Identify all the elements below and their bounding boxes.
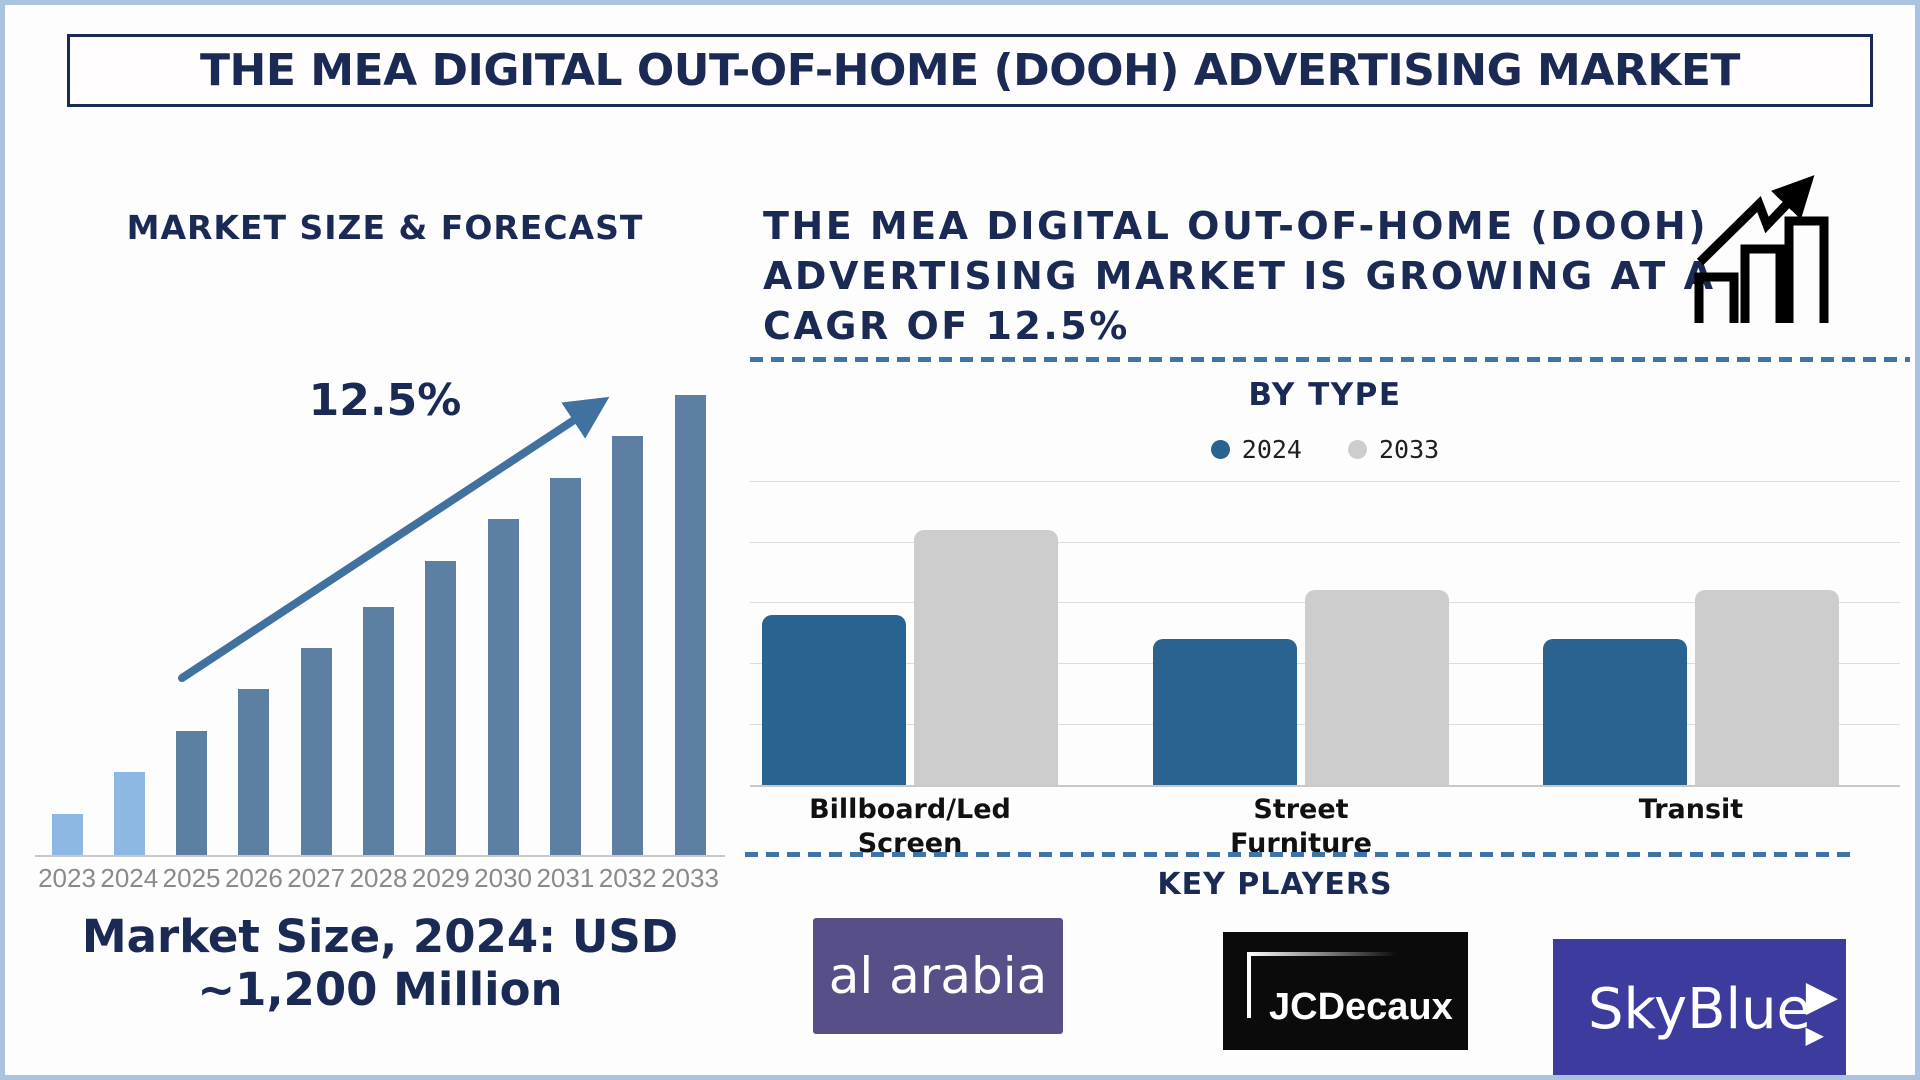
title-banner: THE MEA DIGITAL OUT-OF-HOME (DOOH) ADVER… [67,34,1873,107]
legend-dot-icon [1210,440,1230,459]
by-type-bar-2033-billboard-led-screen [914,529,1058,785]
by-type-legend: 2024 2033 [750,435,1900,464]
market-size-bar-2028 [363,606,394,855]
logo-al-arabia-text: al arabia [828,947,1048,1005]
year-label-2032: 2032 [598,863,657,893]
category-label: Billboard/Led Screen [809,794,1011,859]
year-label-2031: 2031 [536,863,595,893]
jcdecaux-corner-bracket-icon [1247,952,1251,1018]
year-label-2026: 2026 [224,863,283,893]
jcdecaux-corner-bracket-icon [1247,952,1397,956]
legend-item-2033: 2033 [1348,435,1439,464]
headline-text: THE MEA DIGITAL OUT-OF-HOME (DOOH) ADVER… [763,204,1716,348]
category-label: Transit [1638,794,1744,825]
gridline [750,481,1900,482]
year-label-2033: 2033 [661,863,719,893]
left-chart-title: MARKET SIZE & FORECAST [126,208,644,247]
by-type-bar-2033-street-furniture [1305,590,1449,785]
market-size-bar-chart [35,375,725,857]
year-label-2025: 2025 [162,863,221,893]
legend-item-2024: 2024 [1210,435,1302,464]
market-size-bar-2031 [549,477,581,855]
by-type-title: BY TYPE [1248,377,1402,413]
dashed-divider-bottom [745,852,1850,857]
market-size-bar-2026 [238,689,270,855]
by-type-bar-2033-transit [1695,590,1839,785]
page-title: THE MEA DIGITAL OUT-OF-HOME (DOOH) ADVER… [200,45,1740,96]
logo-jcdecaux: JCDecaux [1223,932,1468,1050]
market-size-bar-2033 [674,395,706,855]
year-label-2027: 2027 [287,863,346,893]
market-size-bar-2027 [300,648,332,855]
year-label-2023: 2023 [38,863,96,893]
gridline [750,542,1900,543]
skyblue-arrow-icon: ▶ ▶ [1805,971,1838,1049]
market-size-bar-2023 [51,813,83,855]
market-size-bar-2029 [425,560,457,855]
growth-chart-icon [1694,175,1829,323]
dashed-divider-top [750,357,1910,362]
market-size-bar-2030 [487,519,519,855]
market-size-bar-2032 [612,436,644,855]
market-size-bar-2024 [113,772,145,855]
key-players-title: KEY PLAYERS [1157,867,1393,902]
year-label-2030: 2030 [474,863,533,893]
by-type-bar-2024-transit [1543,639,1687,785]
year-label-2024: 2024 [100,863,159,893]
logo-skyblue-text: SkyBlue [1587,977,1812,1042]
year-label-2029: 2029 [411,863,470,893]
legend-dot-icon [1348,440,1367,459]
legend-label: 2033 [1379,435,1440,464]
market-size-bar-2025 [176,730,208,855]
logo-skyblue: SkyBlue ▶ ▶ [1553,939,1846,1075]
logo-jcdecaux-text: JCDecaux [1269,986,1453,1028]
by-type-bar-2024-street-furniture [1153,639,1297,785]
by-type-category-labels: Billboard/Led Screen Street Furniture Tran… [750,793,1900,863]
logo-al-arabia: al arabia [813,918,1063,1034]
by-type-bar-chart [750,481,1900,787]
by-type-bar-2024-billboard-led-screen [762,614,906,785]
category-label: Street Furniture [1230,794,1372,859]
cagr-annotation: 12.5% [308,375,462,426]
market-size-note: Market Size, 2024: USD ~1,200 Million [81,910,679,1016]
year-axis: 2023 2024 2025 2026 2027 2028 2029 2030 2031 2032… [35,863,735,897]
legend-label: 2024 [1241,435,1302,464]
year-label-2028: 2028 [349,863,408,893]
